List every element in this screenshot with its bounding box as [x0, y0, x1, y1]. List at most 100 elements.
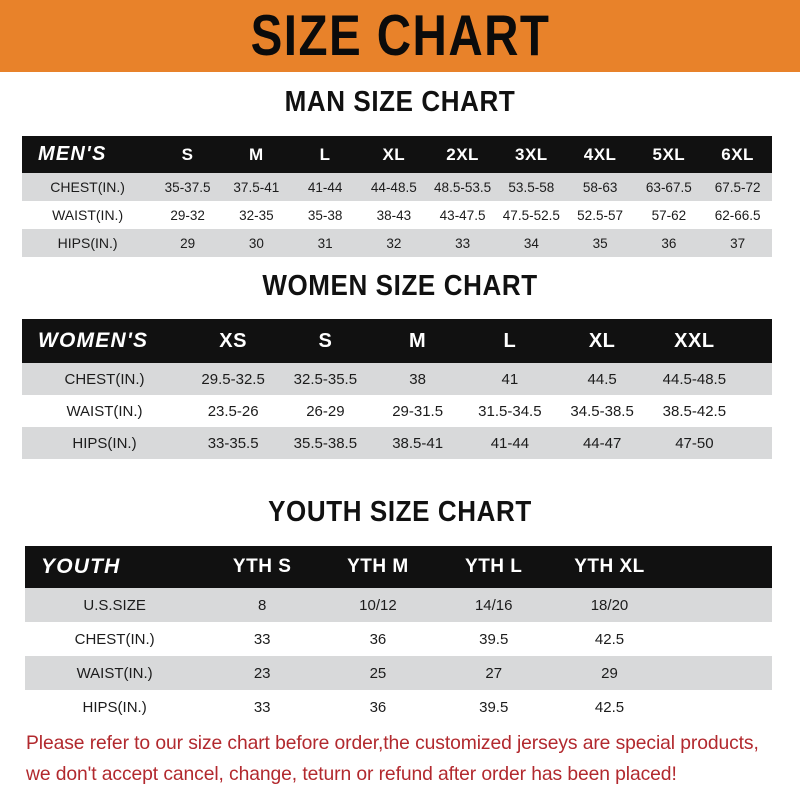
man-cell-0-5: 53.5-58: [508, 179, 555, 195]
women-cell-2-0: 33-35.5: [207, 434, 259, 452]
youth-size-table: YOUTH YTH S YTH M YTH L YTH XL U.S.SIZE 8 10/…: [25, 546, 772, 724]
man-cell-0-7: 63-67.5: [645, 179, 692, 195]
youth-cell-2-2: 27: [485, 664, 503, 682]
man-size-header-0: S: [181, 144, 194, 164]
man-cell-2-8: 37: [730, 235, 746, 251]
women-table-header: WOMEN'S XS S M L XL XXL: [22, 319, 772, 363]
man-cell-0-3: 44-48.5: [370, 179, 417, 195]
women-cell-2-3: 41-44: [490, 434, 530, 452]
women-row-label-0: CHEST(IN.): [64, 370, 145, 388]
women-cell-1-0: 23.5-26: [207, 402, 259, 420]
footer-note-line-2: we don't accept cancel, change, teturn o…: [26, 763, 677, 785]
man-cell-1-7: 57-62: [651, 207, 687, 223]
women-cell-0-4: 44.5: [587, 370, 617, 388]
man-size-header-4: 2XL: [446, 144, 479, 164]
table-row: CHEST(IN.) 29.5-32.5 32.5-35.5 38 41 44.5 44.5…: [22, 363, 772, 395]
man-section-title: MAN SIZE CHART: [284, 84, 516, 118]
youth-size-header-3: YTH XL: [574, 556, 645, 577]
youth-cell-2-3: 29: [601, 664, 618, 682]
man-cell-2-7: 36: [661, 235, 677, 251]
youth-table-header: YOUTH YTH S YTH M YTH L YTH XL: [25, 546, 772, 588]
women-cell-1-1: 26-29: [306, 402, 345, 420]
women-header-spacer: [741, 319, 773, 363]
man-row-label-0: CHEST(IN.): [50, 179, 125, 195]
youth-size-header-2: YTH L: [465, 556, 523, 577]
youth-row-spacer: [667, 656, 772, 690]
youth-section-title: YOUTH SIZE CHART: [268, 494, 532, 528]
women-header-row: WOMEN'S XS S M L XL XXL: [22, 319, 772, 363]
women-row-spacer: [741, 395, 773, 427]
table-row: WAIST(IN.) 23 25 27 29: [25, 656, 772, 690]
women-cell-0-5: 44.5-48.5: [662, 370, 727, 388]
youth-cell-3-2: 39.5: [479, 698, 509, 716]
man-size-header-6: 4XL: [583, 144, 617, 164]
man-cell-1-0: 29-32: [170, 207, 205, 223]
women-cell-2-4: 44-47: [582, 434, 622, 452]
youth-cell-1-1: 36: [369, 630, 387, 648]
man-table-body: CHEST(IN.) 35-37.5 37.5-41 41-44 44-48.5 48.5…: [22, 173, 772, 257]
man-cell-2-5: 34: [523, 235, 539, 251]
women-section-title: WOMEN SIZE CHART: [262, 268, 538, 302]
table-row: U.S.SIZE 8 10/12 14/16 18/20: [25, 588, 772, 622]
man-cell-0-0: 35-37.5: [164, 179, 211, 195]
youth-cell-3-1: 36: [369, 698, 387, 716]
youth-row-spacer: [667, 690, 772, 724]
man-size-header-7: 5XL: [652, 144, 686, 164]
youth-cell-0-0: 8: [257, 596, 267, 614]
women-size-header-4: XL: [588, 329, 616, 352]
women-size-header-1: S: [318, 329, 333, 352]
women-cell-0-3: 41: [501, 370, 519, 388]
man-row-label-2: HIPS(IN.): [57, 235, 118, 251]
youth-cell-0-3: 18/20: [590, 596, 629, 614]
man-cell-0-2: 41-44: [307, 179, 343, 195]
youth-cell-2-1: 25: [369, 664, 387, 682]
man-size-table: MEN'S S M L XL 2XL 3XL 4XL 5XL 6XL CHEST(IN.) 35-…: [22, 136, 772, 257]
youth-row-label-0: U.S.SIZE: [83, 596, 146, 614]
youth-cell-1-0: 33: [253, 630, 271, 648]
youth-header-spacer: [667, 546, 772, 588]
youth-cell-3-3: 42.5: [594, 698, 625, 716]
youth-cell-1-2: 39.5: [479, 630, 509, 648]
youth-table-body: U.S.SIZE 8 10/12 14/16 18/20 CHEST(IN.) 33 36 39…: [25, 588, 772, 724]
man-cell-1-4: 43-47.5: [439, 207, 486, 223]
man-cell-0-4: 48.5-53.5: [434, 179, 492, 195]
man-size-header-3: XL: [382, 144, 406, 164]
women-cell-0-2: 38: [409, 370, 426, 388]
youth-cell-1-3: 42.5: [594, 630, 625, 648]
man-size-header-5: 3XL: [514, 144, 548, 164]
youth-size-header-0: YTH S: [232, 556, 292, 577]
youth-header-label: YOUTH: [41, 555, 121, 578]
page-banner: SIZE CHART: [0, 0, 800, 72]
women-cell-0-1: 32.5-35.5: [293, 370, 358, 388]
women-cell-1-4: 34.5-38.5: [570, 402, 634, 420]
women-cell-1-3: 31.5-34.5: [478, 402, 542, 420]
man-cell-2-4: 33: [455, 235, 471, 251]
man-cell-2-2: 31: [317, 235, 333, 251]
women-cell-2-5: 47-50: [675, 434, 714, 452]
women-row-spacer: [741, 427, 773, 459]
page-title: SIZE CHART: [250, 3, 550, 68]
footer-note-line-1: Please refer to our size chart before or…: [26, 732, 759, 754]
man-cell-1-3: 38-43: [376, 207, 412, 223]
man-cell-2-3: 32: [386, 235, 402, 251]
man-size-header-8: 6XL: [721, 144, 754, 164]
women-size-table: WOMEN'S XS S M L XL XXL CHEST(IN.) 29.5-32.5 32…: [22, 319, 772, 459]
man-size-header-2: L: [319, 144, 331, 164]
women-row-spacer: [741, 363, 773, 395]
women-cell-1-2: 29-31.5: [392, 402, 444, 420]
man-row-label-1: WAIST(IN.): [52, 207, 124, 223]
youth-cell-2-0: 23: [253, 664, 271, 682]
table-row: CHEST(IN.) 33 36 39.5 42.5: [25, 622, 772, 656]
women-header-label: WOMEN'S: [38, 329, 149, 352]
table-row: HIPS(IN.) 33-35.5 35.5-38.5 38.5-41 41-44 44-…: [22, 427, 772, 459]
youth-cell-0-2: 14/16: [474, 596, 513, 614]
youth-row-label-3: HIPS(IN.): [82, 698, 147, 716]
man-cell-0-6: 58-63: [582, 179, 618, 195]
youth-cell-3-0: 33: [253, 698, 271, 716]
man-cell-1-6: 52.5-57: [577, 207, 623, 223]
women-cell-2-2: 38.5-41: [392, 434, 444, 452]
man-header-row: MEN'S S M L XL 2XL 3XL 4XL 5XL 6XL: [22, 136, 772, 173]
footer-note: Please refer to our size chart before or…: [26, 728, 780, 790]
women-size-header-5: XXL: [674, 329, 715, 352]
